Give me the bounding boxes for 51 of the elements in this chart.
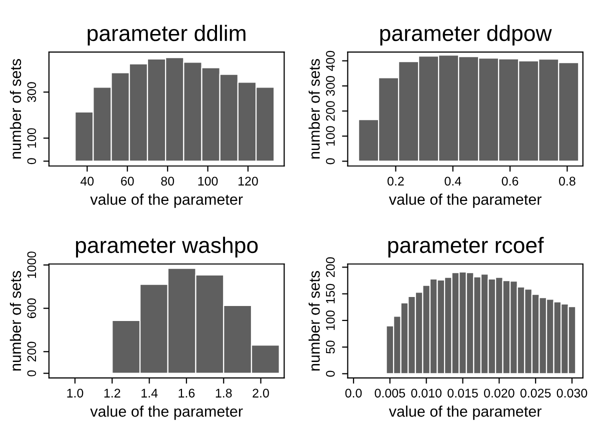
x-tick-label: 1.2 — [104, 388, 120, 398]
y-tick-label: 0 — [326, 158, 335, 164]
x-tick-label: 0.025 — [520, 388, 551, 398]
x-tick-label: 60 — [121, 176, 134, 186]
x-axis-title: value of the parameter — [90, 406, 243, 420]
y-tick-label: 200 — [326, 257, 335, 277]
x-axis-title: value of the parameter — [388, 194, 542, 208]
y-tick-label: 100 — [326, 310, 335, 330]
chart-title: parameter washpo — [76, 236, 258, 258]
x-tick-label: 0.6 — [502, 176, 518, 186]
y-tick-label: 300 — [326, 76, 335, 96]
x-tick-label: 1.6 — [178, 388, 195, 398]
x-tick-label: 0.0 — [345, 388, 362, 398]
chart-title: parameter rcoef — [388, 236, 544, 258]
chart-title: parameter ddpow — [380, 24, 552, 46]
x-tick-label: 0.005 — [374, 388, 406, 398]
y-tick-label: 100 — [326, 126, 335, 146]
x-tick-label: 80 — [161, 176, 174, 186]
x-tick-label: 100 — [198, 176, 218, 186]
y-tick-label: 0 — [27, 370, 36, 376]
chart-title: parameter ddlim — [88, 24, 246, 46]
x-tick-label: 0.030 — [556, 388, 588, 398]
y-tick-label: 1000 — [27, 252, 36, 278]
y-tick-label: 600 — [27, 298, 36, 318]
x-tick-label: 120 — [238, 176, 258, 186]
x-tick-label: 0.4 — [444, 176, 462, 186]
x-tick-label: 1.0 — [67, 388, 84, 398]
x-tick-label: 40 — [80, 176, 94, 186]
x-tick-label: 1.8 — [216, 388, 232, 398]
y-tick-label: 150 — [326, 284, 335, 304]
x-tick-label: 2.0 — [252, 388, 269, 398]
x-tick-label: 0.8 — [559, 176, 576, 186]
x-tick-label: 0.2 — [388, 176, 404, 186]
x-axis-title: value of the parameter — [388, 406, 542, 420]
y-tick-label: 200 — [326, 101, 335, 121]
y-tick-label: 100 — [27, 128, 36, 148]
x-tick-label: 1.4 — [142, 388, 158, 398]
y-axis-title: number of sets — [10, 59, 22, 159]
y-tick-label: 50 — [326, 340, 335, 354]
y-tick-label: 200 — [27, 342, 36, 362]
y-tick-label: 0 — [326, 370, 335, 377]
x-tick-label: 0.015 — [448, 388, 478, 398]
y-tick-label: 0 — [27, 158, 36, 164]
y-tick-label: 400 — [326, 50, 335, 71]
y-axis-title: number of sets — [10, 271, 22, 370]
y-tick-label: 300 — [27, 82, 36, 102]
x-tick-label: 0.010 — [411, 388, 442, 398]
y-axis-title: number of sets — [308, 271, 320, 370]
x-tick-label: 0.020 — [484, 388, 514, 398]
y-axis-title: number of sets — [308, 59, 320, 159]
x-axis-title: value of the parameter — [90, 194, 243, 208]
